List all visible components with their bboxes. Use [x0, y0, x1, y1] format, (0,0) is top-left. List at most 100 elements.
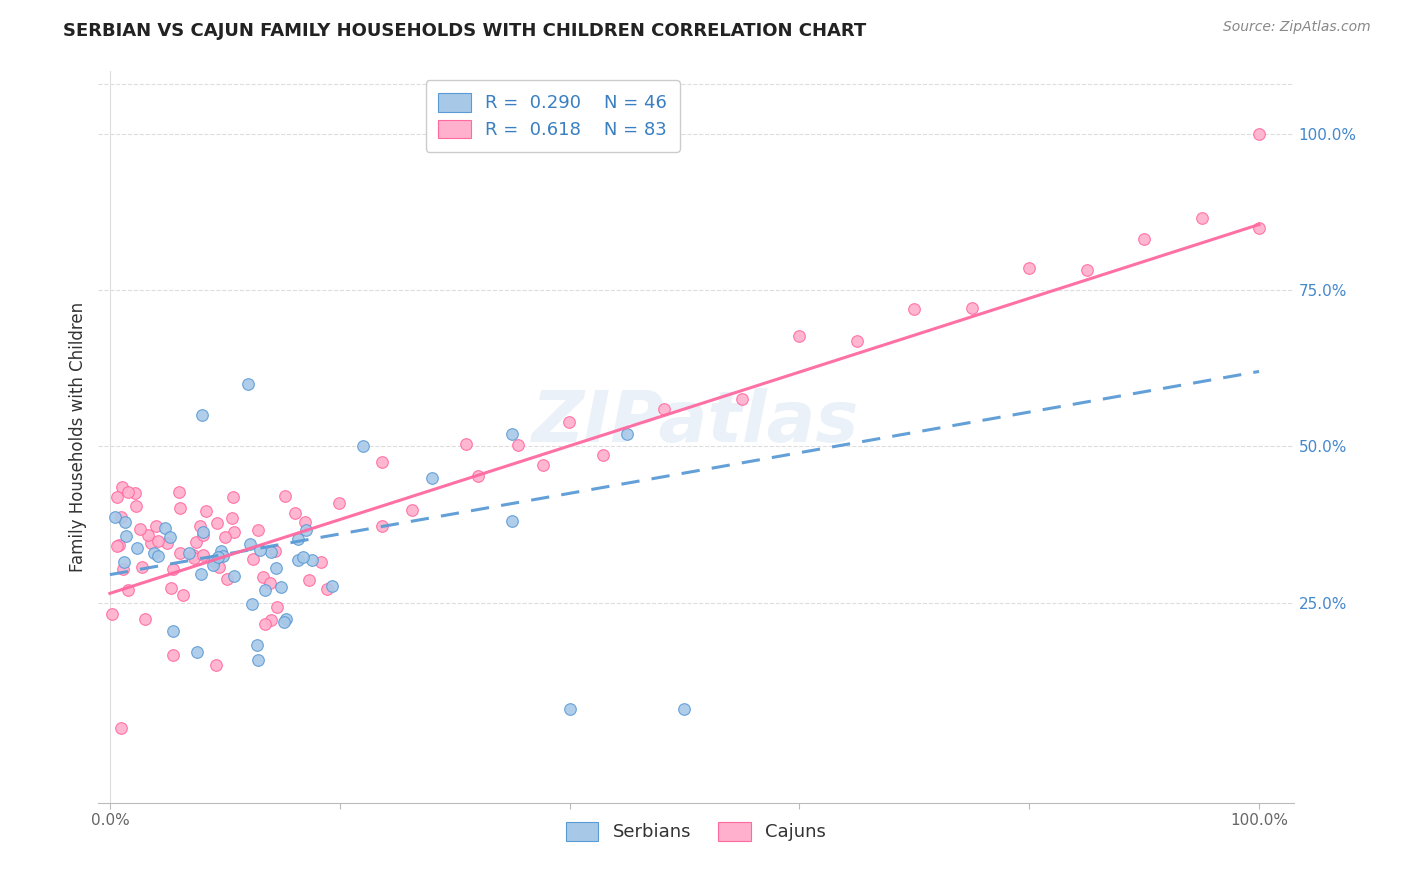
Point [260, 545, 283, 559]
Point [131, 560, 153, 574]
Point [159, 581, 181, 595]
Point [183, 551, 205, 566]
Point [167, 485, 190, 500]
Point [253, 617, 276, 632]
Point [259, 575, 281, 590]
Point [652, 401, 675, 416]
Point [249, 543, 271, 558]
Point [148, 534, 170, 549]
Point [104, 509, 127, 524]
Point [558, 415, 581, 429]
Point [110, 721, 132, 735]
Point [111, 480, 134, 494]
Point [186, 645, 208, 659]
Point [352, 440, 374, 454]
Point [845, 334, 868, 349]
Point [215, 572, 238, 586]
Point [309, 555, 332, 569]
Point [1076, 263, 1098, 277]
Point [287, 553, 309, 567]
Point [162, 624, 184, 639]
Point [162, 648, 184, 662]
Point [420, 471, 443, 485]
Point [328, 496, 350, 510]
Point [172, 588, 194, 602]
Point [246, 523, 269, 537]
Point [207, 549, 229, 564]
Point [273, 489, 295, 503]
Point [224, 568, 246, 582]
Point [110, 510, 132, 524]
Point [145, 519, 167, 533]
Point [294, 516, 316, 530]
Text: Source: ZipAtlas.com: Source: ZipAtlas.com [1223, 20, 1371, 34]
Text: ZIPatlas: ZIPatlas [533, 388, 859, 457]
Point [291, 549, 314, 564]
Point [105, 490, 128, 504]
Point [191, 548, 214, 562]
Point [264, 543, 287, 558]
Point [193, 524, 215, 539]
Point [202, 558, 225, 572]
Point [112, 555, 135, 569]
Point [370, 455, 392, 469]
Point [239, 537, 262, 551]
Point [501, 426, 523, 441]
Point [146, 549, 169, 563]
Point [117, 485, 139, 500]
Point [222, 490, 245, 504]
Point [284, 506, 307, 520]
Point [134, 612, 156, 626]
Point [202, 553, 225, 567]
Text: SERBIAN VS CAJUN FAMILY HOUSEHOLDS WITH CHILDREN CORRELATION CHART: SERBIAN VS CAJUN FAMILY HOUSEHOLDS WITH … [63, 22, 866, 40]
Point [903, 301, 925, 316]
Point [246, 652, 269, 666]
Point [114, 515, 136, 529]
Point [124, 485, 146, 500]
Legend: Serbians, Cajuns: Serbians, Cajuns [558, 814, 834, 848]
Point [1191, 211, 1213, 225]
Point [287, 532, 309, 546]
Point [221, 510, 243, 524]
Point [155, 521, 177, 535]
Point [301, 553, 323, 567]
Point [321, 579, 343, 593]
Point [188, 518, 211, 533]
Point [1018, 260, 1040, 275]
Point [208, 559, 231, 574]
Point [401, 503, 423, 517]
Point [295, 523, 318, 537]
Point [276, 611, 298, 625]
Point [143, 546, 166, 560]
Point [1247, 127, 1270, 141]
Point [169, 501, 191, 516]
Point [616, 426, 638, 441]
Point [129, 522, 152, 536]
Point [169, 546, 191, 560]
Point [159, 530, 181, 544]
Point [270, 580, 292, 594]
Point [1247, 221, 1270, 235]
Point [506, 437, 529, 451]
Point [273, 615, 295, 630]
Point [222, 524, 245, 539]
Point [264, 561, 287, 575]
Point [111, 562, 134, 576]
Point [316, 582, 339, 596]
Point [191, 408, 214, 422]
Point [124, 499, 146, 513]
Point [205, 516, 228, 530]
Point [209, 544, 232, 558]
Point [108, 538, 131, 552]
Point [117, 583, 139, 598]
Point [195, 504, 218, 518]
Point [266, 600, 288, 615]
Point [246, 638, 269, 652]
Point [789, 329, 811, 343]
Point [139, 536, 162, 550]
Point [190, 566, 212, 581]
Point [531, 458, 554, 472]
Point [252, 570, 274, 584]
Point [105, 539, 128, 553]
Point [371, 519, 394, 533]
